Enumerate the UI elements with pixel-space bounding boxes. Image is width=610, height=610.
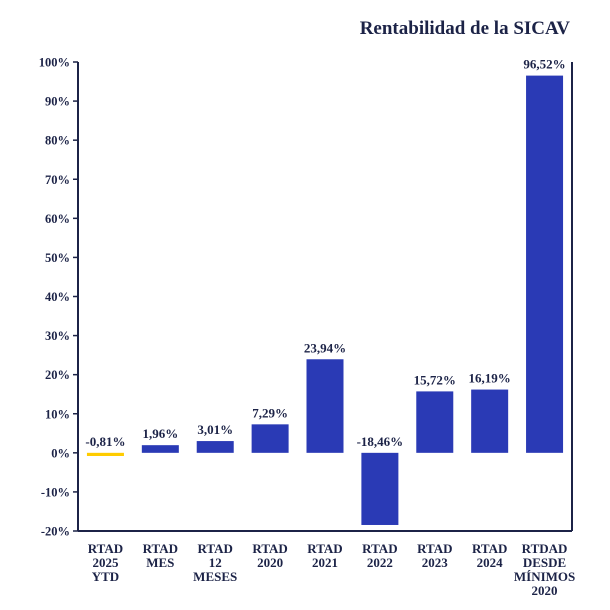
x-tick-label: RTAD (417, 541, 452, 556)
x-tick-label: MÍNIMOS (514, 569, 575, 584)
y-tick-label: 90% (45, 95, 70, 109)
x-tick-label: RTAD (362, 541, 397, 556)
bar (141, 445, 179, 453)
x-tick-label: 2023 (422, 555, 449, 570)
bar (471, 389, 509, 453)
data-label: -0,81% (85, 434, 125, 449)
y-tick-label: -10% (41, 485, 70, 499)
x-tick-label: RTAD (252, 541, 287, 556)
y-tick-label: 0% (51, 446, 70, 460)
bar (251, 424, 289, 453)
x-tick-label: RTAD (143, 541, 178, 556)
x-tick-label: RTDAD (522, 541, 568, 556)
data-label: 7,29% (252, 405, 288, 420)
data-label: 96,52% (523, 57, 565, 72)
y-tick-label: 100% (39, 56, 70, 70)
x-tick-label: 2024 (477, 555, 504, 570)
y-tick-label: 20% (45, 368, 70, 382)
x-tick-label: 2025 (92, 555, 119, 570)
data-label: 16,19% (469, 371, 511, 386)
y-tick-label: 10% (45, 407, 70, 421)
x-tick-label: RTAD (198, 541, 233, 556)
plot-area: 100% 90% 80% 70% 60% 50% 40% 30% 20% 10% 0% -10% -20… (39, 56, 576, 599)
data-label: 1,96% (142, 426, 178, 441)
x-tick-label: 2022 (367, 555, 393, 570)
bar (526, 75, 564, 453)
bar (361, 452, 399, 525)
y-tick-label: 30% (45, 329, 70, 343)
data-label: 23,94% (304, 340, 346, 355)
data-label: 3,01% (197, 422, 233, 437)
x-tick-label: 2020 (257, 555, 283, 570)
x-tick-label: RTAD (307, 541, 342, 556)
bar (416, 391, 454, 453)
y-tick-label: -20% (41, 525, 70, 539)
x-tick-label: 2021 (312, 555, 338, 570)
y-tick-label: 80% (45, 134, 70, 148)
x-tick-label: 12 (209, 555, 222, 570)
y-tick-label: 50% (45, 251, 70, 265)
x-tick-label: YTD (92, 569, 119, 584)
bar (196, 441, 234, 453)
chart-title: Rentabilidad de la SICAV (360, 18, 571, 39)
y-tick-label: 70% (45, 173, 70, 187)
bar (306, 359, 344, 453)
x-tick-label: MESES (193, 569, 237, 584)
bar (86, 452, 124, 456)
x-tick-label: RTAD (88, 541, 123, 556)
data-label: 15,72% (414, 372, 456, 387)
x-tick-label: RTAD (472, 541, 507, 556)
x-tick-label: DESDE (523, 555, 566, 570)
y-tick-label: 60% (45, 212, 70, 226)
data-label: -18,46% (357, 434, 404, 449)
y-tick-label: 40% (45, 290, 70, 304)
x-tick-label: MES (146, 555, 174, 570)
x-tick-label: 2020 (532, 583, 558, 598)
